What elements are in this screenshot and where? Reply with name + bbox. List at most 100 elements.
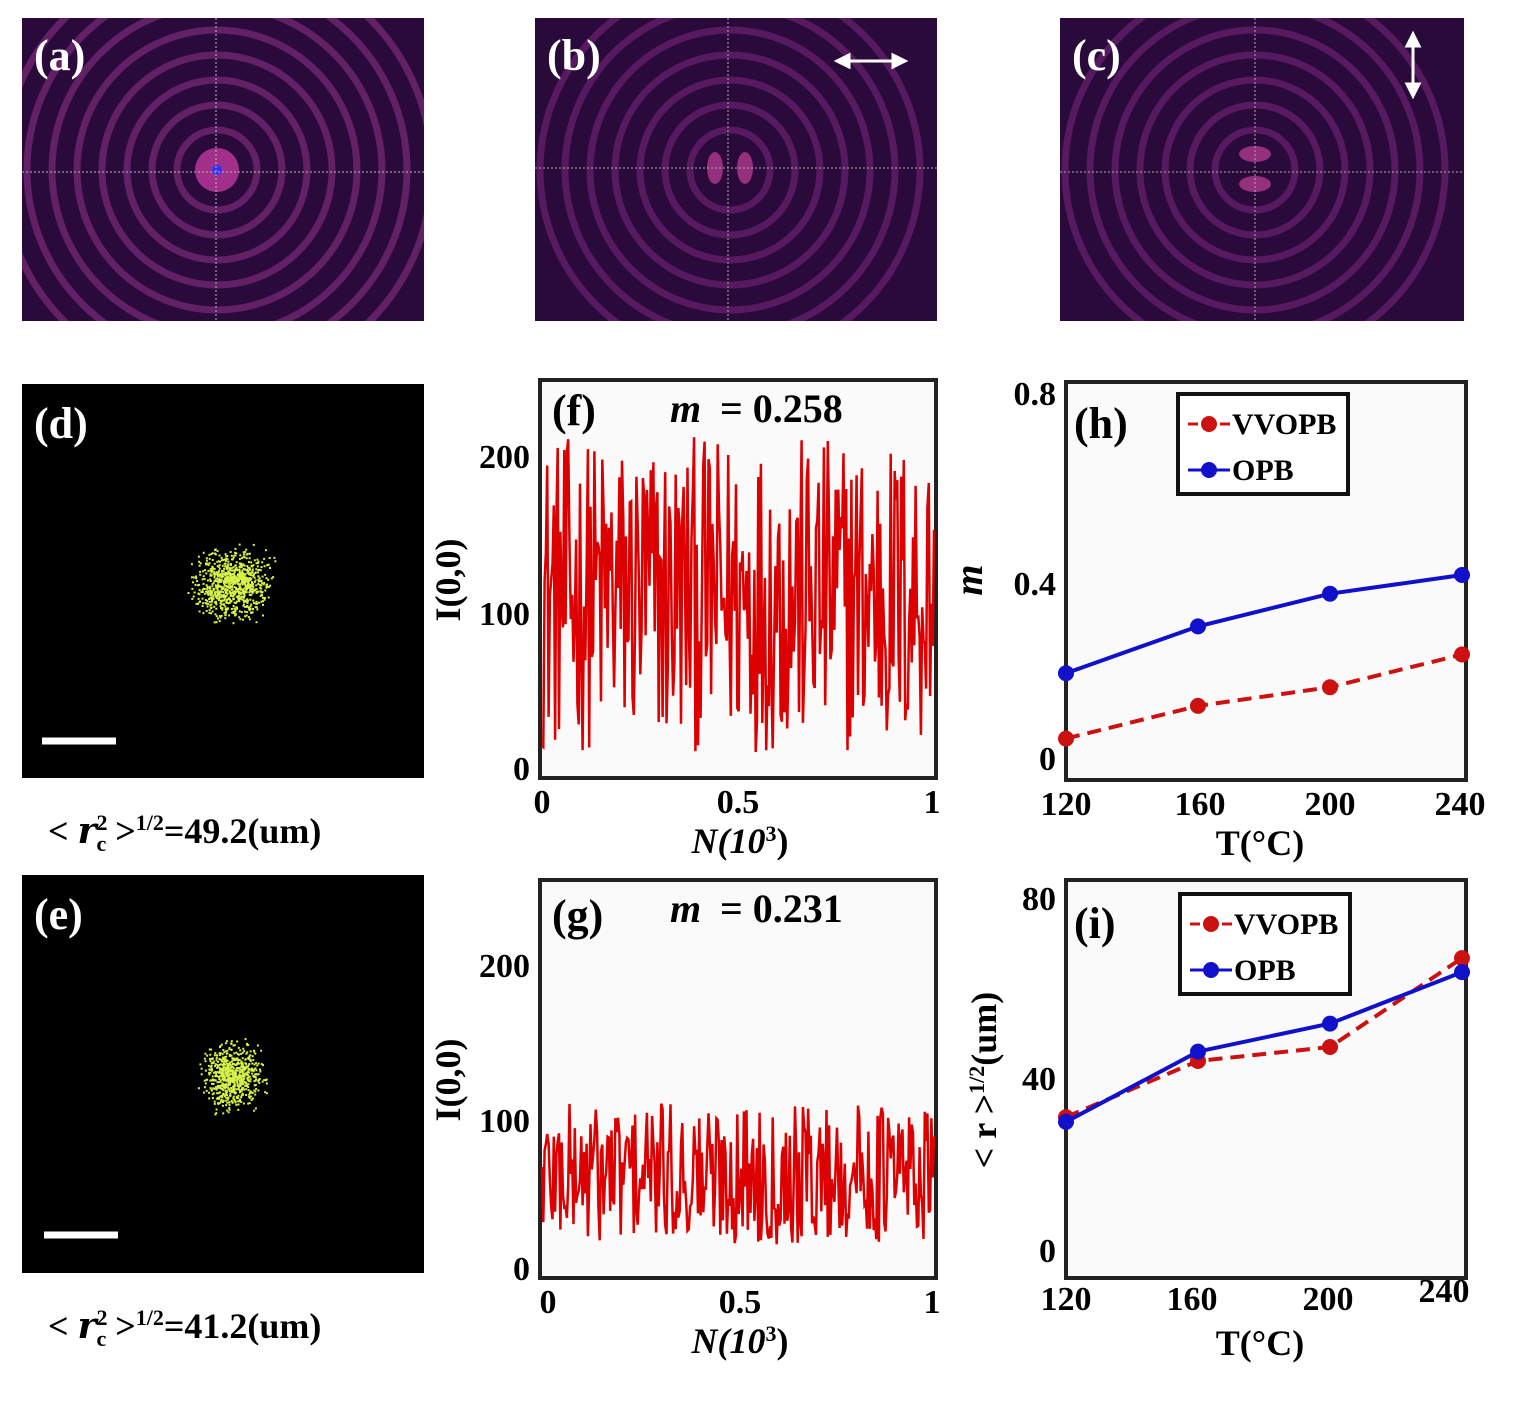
speckle-dot [226, 589, 228, 592]
speckle-dot [247, 616, 250, 619]
m-symbol: m [670, 386, 701, 431]
speckle-dot [219, 1071, 222, 1074]
speckle-dot [198, 593, 201, 596]
speckle-dot [205, 559, 208, 562]
speckle-dot [214, 1079, 217, 1082]
speckle-dot [240, 1060, 243, 1063]
speckle-dot [234, 1079, 237, 1082]
speckle-dot [222, 586, 225, 589]
speckle-dot [210, 574, 213, 577]
speckle-dot [224, 608, 227, 611]
speckle-dot [266, 585, 269, 588]
speckle-dot [233, 573, 236, 576]
speckle-dot [225, 1082, 228, 1085]
speckle-dot [262, 583, 265, 586]
speckle-dot [252, 608, 254, 610]
speckle-dot [228, 1069, 231, 1072]
speckle-dot [210, 1067, 213, 1070]
speckle-dot [229, 569, 232, 572]
speckle-dot [193, 591, 196, 594]
speckle-dot [264, 589, 267, 592]
speckle-dot [238, 572, 241, 575]
speckle-dot [245, 1052, 248, 1055]
speckle-dot [216, 1081, 219, 1084]
speckle-dot [218, 560, 220, 563]
speckle-dot [234, 564, 237, 567]
speckle-dot [246, 1074, 249, 1077]
speckle-dot [228, 1094, 231, 1097]
speckle-dot [243, 599, 245, 602]
speckle-dot [250, 581, 253, 583]
speckle-dot [246, 601, 249, 604]
data-point-opb [1190, 1043, 1206, 1060]
speckle-dot [217, 585, 220, 587]
speckle-dot [242, 618, 244, 621]
speckle-dot [208, 1057, 211, 1060]
speckle-dot [244, 599, 247, 602]
speckle-dot [207, 569, 210, 572]
speckle-dot [198, 564, 201, 567]
speckle-dot [224, 1042, 227, 1045]
speckle-dot [199, 600, 202, 603]
speckle-dot [234, 577, 237, 580]
speckle-dot [244, 1068, 247, 1071]
speckle-dot [267, 563, 270, 566]
speckle-dot [252, 590, 255, 593]
speckle-dot [236, 1053, 239, 1056]
speckle-dot [245, 1065, 248, 1068]
beam-image-c: (c) [1060, 18, 1464, 321]
speckle-dot [217, 1081, 220, 1084]
speckle-dot [221, 607, 224, 609]
speckle-dot [239, 566, 242, 569]
speckle-dot [242, 581, 245, 584]
speckle-dot [254, 1093, 257, 1096]
speckle-dot [221, 608, 224, 611]
speckle-dot [233, 1098, 236, 1101]
speckle-dot [258, 1082, 261, 1084]
speckle-dot [210, 1064, 213, 1067]
speckle-dot [219, 560, 222, 563]
speckle-dot [222, 570, 225, 573]
speckle-dot [215, 621, 218, 624]
speckle-dot [218, 574, 221, 576]
speckle-dot [233, 1079, 235, 1082]
speckle-dot [211, 1082, 213, 1085]
speckle-dot [239, 1100, 241, 1103]
speckle-dot [228, 1047, 231, 1049]
speckle-dot [240, 562, 243, 565]
speckle-dot [216, 1064, 219, 1067]
speckle-dot [264, 1091, 267, 1094]
speckle-dot [242, 563, 245, 566]
speckle-dot [253, 1049, 255, 1052]
speckle-dot [238, 1071, 241, 1073]
speckle-dot [249, 1059, 252, 1062]
speckle-dot [234, 590, 236, 593]
speckle-dot [197, 602, 200, 605]
speckle-dot [240, 1061, 243, 1064]
y-axis-label: m [960, 564, 991, 595]
speckle-dot [261, 575, 264, 578]
speckle-dot [242, 1066, 245, 1069]
speckle-dot [246, 577, 249, 580]
speckle-dot [206, 587, 209, 590]
speckle-dot [212, 1061, 215, 1064]
speckle-dot [237, 1085, 240, 1087]
speckle-dot [225, 1071, 228, 1074]
ytick: 100 [479, 596, 530, 633]
speckle-dot [210, 1088, 213, 1091]
speckle-dot [255, 568, 258, 571]
speckle-dot [203, 588, 206, 590]
speckle-dot [248, 609, 251, 612]
speckle-dot [242, 603, 245, 606]
y-axis-label: < r >1/2(um) [964, 992, 1004, 1168]
speckle-dot [244, 1038, 247, 1041]
speckle-dot [201, 605, 204, 607]
speckle-dot [224, 1050, 227, 1053]
speckle-dot [240, 1100, 243, 1103]
speckle-dot [238, 578, 241, 581]
speckle-dot [209, 604, 212, 607]
speckle-dot [225, 1074, 228, 1077]
speckle-dot [216, 560, 219, 563]
speckle-dot [223, 584, 226, 587]
speckle-dot [215, 585, 218, 588]
